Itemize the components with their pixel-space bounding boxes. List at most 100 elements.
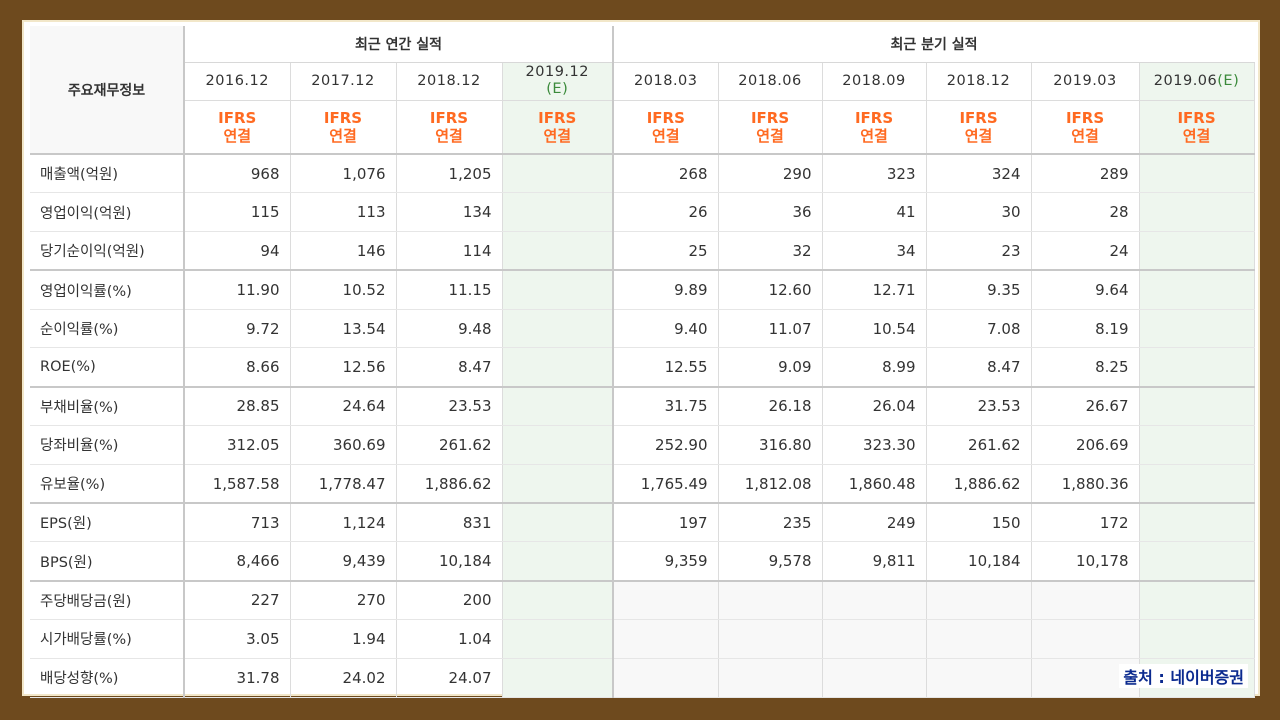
table-cell: 26 [613,192,719,233]
basis-standard: IFRS [218,108,257,127]
table-cell: 26.67 [1031,386,1140,427]
table-cell: 13.54 [290,309,397,349]
ifrs-basis-label: IFRS 연결 [613,100,719,155]
table-cell [502,192,615,233]
table-cell: 261.62 [926,425,1032,465]
row-label: 당기순이익(억원) [30,231,185,272]
table-cell [1031,619,1140,659]
period-label: 2018.03 [634,73,698,89]
table-cell [502,154,615,194]
table-cell: 23.53 [396,386,503,427]
table-cell [1139,231,1255,272]
period-label: 2019.12 [525,64,589,80]
table-row: EPS(원) 713 1,124 831 197 235 249 150 172 [30,503,1255,543]
period-header: 2019.12 (E) [502,62,615,101]
table-cell: 1,880.36 [1031,464,1140,505]
table-cell [926,619,1032,659]
table-cell [613,580,719,621]
row-label: 영업이익(억원) [30,192,185,233]
basis-standard: IFRS [538,108,577,127]
table-cell: 316.80 [718,425,823,465]
table-cell: 12.56 [290,347,397,388]
table-cell: 9,578 [718,541,823,582]
table-cell: 24 [1031,231,1140,272]
table-cell: 11.15 [396,270,503,310]
basis-standard: IFRS [854,108,894,127]
table-cell: 9.35 [926,270,1032,310]
table-cell: 289 [1031,154,1140,194]
row-label: ROE(%) [30,347,185,388]
table-row: 영업이익(억원) 115 113 134 26 36 41 30 28 [30,192,1255,233]
table-cell: 24.64 [290,386,397,427]
table-cell: 172 [1031,503,1140,543]
table-cell: 41 [822,192,927,233]
period-label: 2018.12 [946,73,1011,89]
table-cell: 34 [822,231,927,272]
basis-consolidated: 연결 [756,126,784,145]
table-cell: 1,076 [290,154,397,194]
period-label: 2016.12 [205,73,269,89]
table-cell [1139,386,1255,427]
table-cell [718,580,823,621]
table-cell [502,347,615,388]
table-cell: 9.09 [718,347,823,388]
table-cell: 3.05 [184,619,291,659]
table-cell: 249 [822,503,927,543]
basis-standard: IFRS [429,108,469,127]
table-cell: 28.85 [184,386,291,427]
table-cell: 323 [822,154,927,194]
row-label: 당좌비율(%) [30,425,185,465]
row-label: 주당배당금(원) [30,580,185,621]
period-label: 2019.03 [1053,73,1117,89]
table-cell: 323.30 [822,425,927,465]
basis-consolidated: 연결 [543,126,572,145]
table-cell [502,658,615,698]
table-cell: 9.89 [613,270,719,310]
table-cell: 12.71 [822,270,927,310]
period-label: 2019.06 [1153,72,1218,89]
basis-standard: IFRS [323,108,363,127]
ifrs-basis-label: IFRS 연결 [1139,100,1255,155]
table-cell [718,619,823,659]
table-cell [1139,425,1255,465]
table-cell: 114 [396,231,503,272]
ifrs-basis-label: IFRS 연결 [502,100,615,155]
table-cell: 9.72 [184,309,291,349]
basis-standard: IFRS [750,108,790,127]
table-cell: 26.18 [718,386,823,427]
table-cell [1031,580,1140,621]
period-header: 2019.06(E) [1139,62,1255,101]
table-cell: 1,886.62 [926,464,1032,505]
row-label: BPS(원) [30,541,185,582]
table-cell [1139,347,1255,388]
annual-group-header: 최근 연간 실적 [184,26,615,63]
table-cell: 1,587.58 [184,464,291,505]
financial-table-frame: 주요재무정보 최근 연간 실적 최근 분기 실적 2016.12 2017.12 2… [22,20,1260,698]
table-cell: 10,184 [396,541,503,582]
table-cell [502,503,615,543]
table-cell: 360.69 [290,425,397,465]
table-cell: 312.05 [184,425,291,465]
table-cell: 1,205 [396,154,503,194]
table-cell [1139,580,1255,621]
table-cell: 31.75 [613,386,719,427]
table-cell: 113 [290,192,397,233]
table-cell: 713 [184,503,291,543]
table-cell: 30 [926,192,1032,233]
table-cell: 1,124 [290,503,397,543]
table-cell [613,619,719,659]
table-cell: 31.78 [184,658,291,698]
table-cell: 7.08 [926,309,1032,349]
row-label: 배당성향(%) [30,658,185,698]
estimate-mark: (E) [1217,72,1240,89]
table-cell: 290 [718,154,823,194]
period-header: 2019.03 [1031,62,1140,101]
table-cell: 1,778.47 [290,464,397,505]
table-cell [1139,154,1255,194]
period-header: 2018.12 [396,62,503,101]
table-cell [1139,503,1255,543]
row-label: 부채비율(%) [30,386,185,427]
table-row: 유보율(%) 1,587.58 1,778.47 1,886.62 1,765.49 1,… [30,464,1255,505]
table-cell [502,270,615,310]
period-label: 2018.12 [417,73,481,89]
